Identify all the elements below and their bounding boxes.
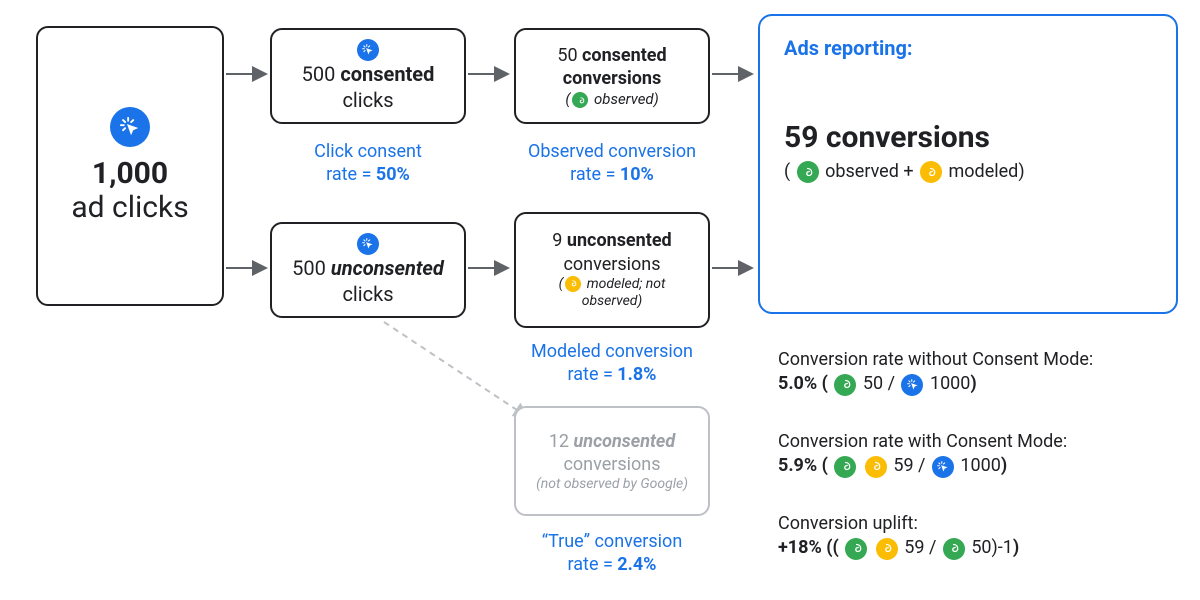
consented-clicks-text: 500 consentedclicks (302, 61, 435, 113)
cursor-click-icon (932, 456, 954, 478)
swirl-icon (876, 538, 898, 560)
note-rate-without: Conversion rate without Consent Mode: 5.… (778, 348, 1178, 397)
panel-heading: Ads reporting: (784, 36, 913, 60)
swirl-icon (797, 161, 819, 183)
node-consented-conv: 50 consentedconversions ( observed) (514, 28, 710, 124)
unconsented-clicks-text: 500 unconsentedclicks (292, 255, 444, 307)
swirl-icon (865, 456, 887, 478)
consented-conv-note: ( observed) (565, 90, 658, 108)
arrow-uc-to-conv (466, 256, 514, 280)
node-true-conv: 12 unconsentedconversions (not observed … (514, 406, 710, 516)
cursor-click-icon (357, 39, 379, 61)
caption-click-consent: Click consent rate = 50% (270, 140, 466, 187)
consented-conv-text: 50 consentedconversions (557, 44, 666, 91)
caption-true: “True” conversion rate = 2.4% (500, 530, 724, 577)
swirl-icon (565, 276, 581, 292)
swirl-icon (943, 538, 965, 560)
start-value: 1,000 (92, 157, 168, 192)
node-unconsented-clicks: 500 unconsentedclicks (270, 222, 466, 318)
cursor-click-icon (110, 107, 150, 147)
arrow-cc-to-conv (466, 62, 514, 86)
node-unconsented-conv: 9 unconsentedconversions ( modeled; not … (514, 212, 710, 328)
node-start: 1,000 ad clicks (36, 26, 224, 306)
start-label: ad clicks (71, 191, 188, 226)
arrow-consented-to-panel (710, 62, 758, 86)
cursor-click-icon (901, 374, 923, 396)
panel-subtext: ( observed + modeled) (784, 161, 1025, 183)
arrow-unconsented-to-panel (710, 256, 758, 280)
note-rate-with: Conversion rate with Consent Mode: 5.9% … (778, 430, 1178, 479)
swirl-icon (920, 161, 942, 183)
swirl-icon (834, 456, 856, 478)
arrow-start-to-consented (224, 62, 272, 86)
node-consented-clicks: 500 consentedclicks (270, 28, 466, 124)
true-conv-text: 12 unconsentedconversions (549, 430, 675, 477)
cursor-click-icon (357, 233, 379, 255)
true-conv-note: (not observed by Google) (536, 476, 688, 492)
caption-observed: Observed conversion rate = 10% (500, 140, 724, 187)
unconsented-conv-note: ( modeled; not observed) (528, 276, 696, 311)
arrow-start-to-unconsented (224, 256, 272, 280)
unconsented-conv-text: 9 unconsentedconversions (552, 229, 671, 276)
panel-ads-reporting: Ads reporting: 59 conversions ( observed… (758, 14, 1178, 314)
swirl-icon (845, 538, 867, 560)
panel-value: 59 conversions (784, 120, 990, 155)
note-uplift: Conversion uplift: +18% (( 59 / 50)-1) (778, 512, 1178, 561)
swirl-icon (834, 374, 856, 396)
swirl-icon (572, 92, 588, 108)
